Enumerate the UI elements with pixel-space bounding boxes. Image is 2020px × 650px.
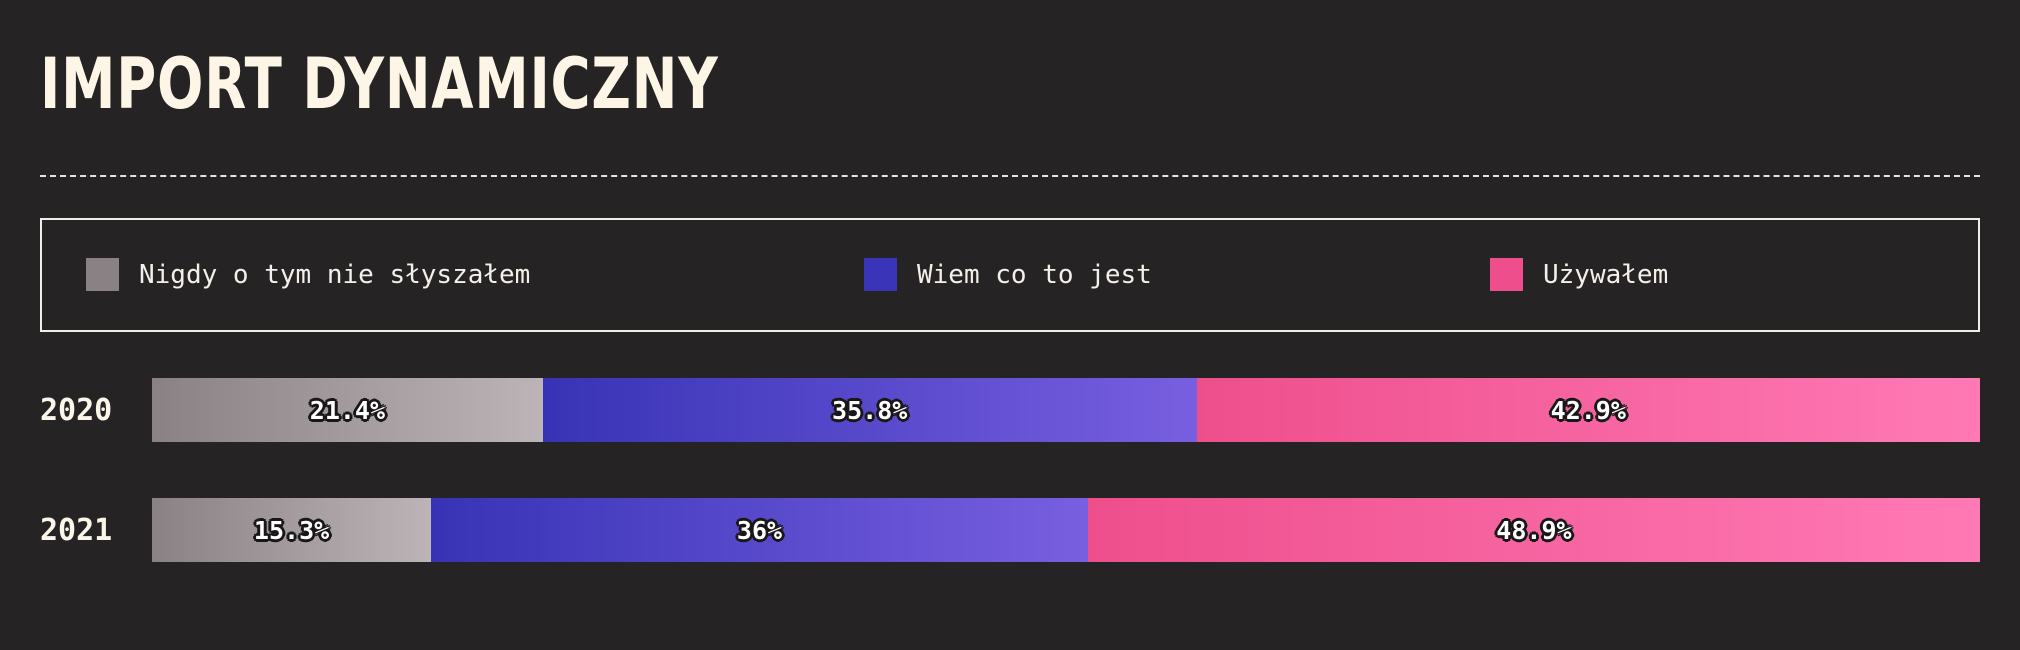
- legend-label: Wiem co to jest: [917, 259, 1152, 290]
- bar-segment-know-what-it-is-2020: 35.8%: [542, 378, 1197, 442]
- legend: Nigdy o tym nie słyszałem Wiem co to jes…: [40, 218, 1980, 332]
- bar-segment-used-2020: 42.9%: [1196, 378, 1980, 442]
- data-label: 48.9%: [1496, 515, 1572, 545]
- legend-item-know-what-it-is: Wiem co to jest: [864, 258, 1152, 291]
- legend-swatch-blue: [864, 258, 897, 291]
- chart-title: IMPORT DYNAMICZNY: [40, 43, 719, 125]
- data-label: 15.3%: [253, 515, 330, 545]
- data-label: 42.9%: [1550, 395, 1626, 425]
- bar-segment-used-2021: 48.9%: [1087, 498, 1980, 562]
- dashed-divider: [40, 175, 1980, 177]
- bar-segment-never-heard-2021: 15.3%: [152, 498, 432, 562]
- row-label-2020: 2020: [40, 393, 113, 428]
- data-label: 36%: [736, 515, 783, 545]
- bar-segment-know-what-it-is-2021: 36%: [431, 498, 1088, 562]
- legend-label: Używałem: [1543, 259, 1669, 290]
- legend-item-never-heard: Nigdy o tym nie słyszałem: [86, 258, 530, 291]
- data-label: 35.8%: [832, 395, 908, 425]
- legend-swatch-grey: [86, 258, 119, 291]
- legend-item-used: Używałem: [1490, 258, 1668, 291]
- data-label: 21.4%: [309, 395, 386, 425]
- legend-swatch-pink: [1490, 258, 1523, 291]
- bar-row-2020: 21.4% 35.8% 42.9%: [152, 378, 1980, 442]
- row-label-2021: 2021: [40, 513, 113, 548]
- legend-label: Nigdy o tym nie słyszałem: [139, 259, 531, 290]
- bar-row-2021: 15.3% 36% 48.9%: [152, 498, 1980, 562]
- bar-segment-never-heard-2020: 21.4%: [152, 378, 543, 442]
